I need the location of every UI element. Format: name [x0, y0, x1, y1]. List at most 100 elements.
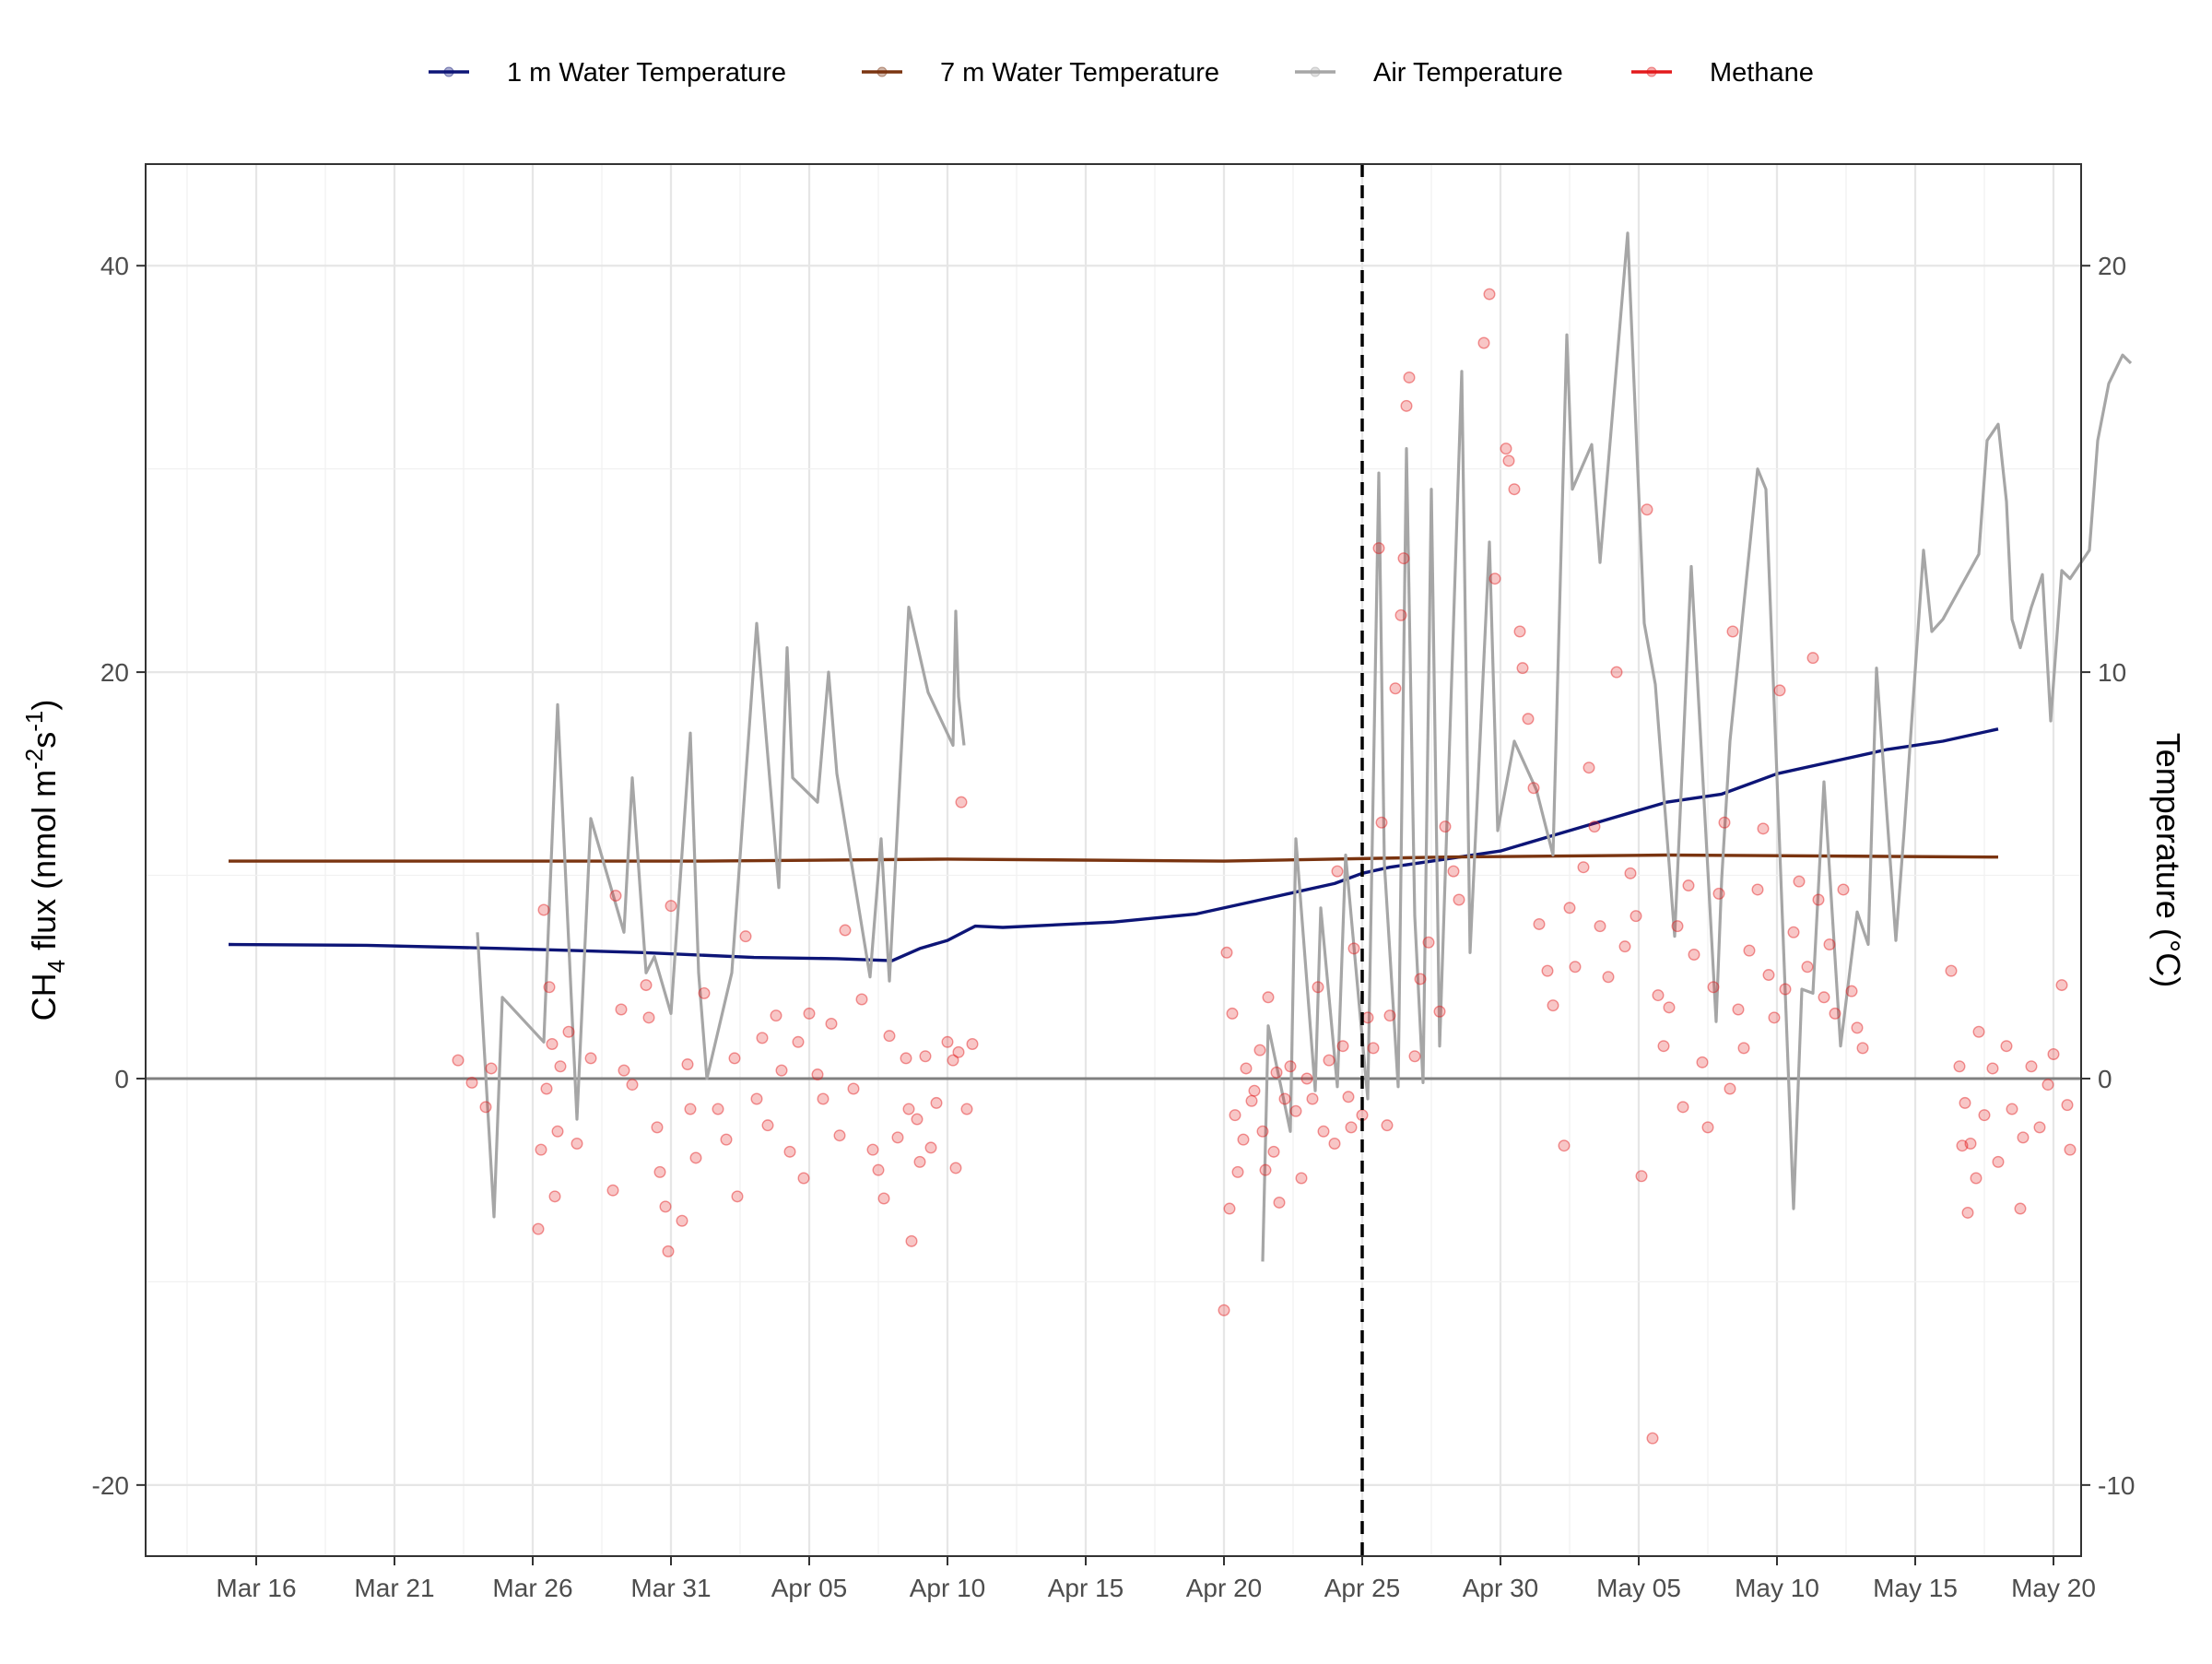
methane-point	[1547, 999, 1559, 1012]
methane-point	[698, 986, 711, 999]
methane-point	[537, 903, 550, 916]
methane-point	[485, 1062, 498, 1075]
methane-point	[1273, 1196, 1286, 1209]
methane-point	[2033, 1121, 2046, 1134]
methane-point	[1229, 1109, 1241, 1122]
methane-point	[720, 1133, 733, 1146]
methane-point	[554, 1060, 567, 1073]
methane-point	[1688, 949, 1700, 962]
methane-point	[1381, 1119, 1394, 1132]
methane-point	[1583, 761, 1595, 774]
x-tick-label: Mar 16	[216, 1574, 296, 1602]
methane-point	[1394, 608, 1407, 621]
methane-point	[1248, 1084, 1261, 1097]
methane-point	[1718, 816, 1731, 829]
methane-point	[839, 924, 852, 937]
methane-point	[797, 1172, 810, 1185]
methane-point	[924, 1141, 937, 1154]
methane-point	[1336, 1040, 1349, 1053]
methane-point	[1787, 926, 1800, 938]
legend-item: 1 m Water Temperature	[429, 58, 786, 88]
methane-point	[1533, 917, 1546, 930]
methane-point	[911, 1113, 924, 1126]
methane-point	[1513, 625, 1526, 638]
methane-point	[1306, 1092, 1319, 1105]
methane-point	[1618, 940, 1631, 953]
methane-point	[551, 1125, 564, 1138]
methane-point	[792, 1035, 805, 1048]
legend-label: Air Temperature	[1373, 58, 1563, 88]
methane-point	[618, 1064, 630, 1077]
methane-point	[662, 1245, 675, 1257]
methane-point	[2064, 1143, 2077, 1156]
methane-point	[1522, 713, 1535, 726]
methane-point	[756, 1032, 769, 1044]
methane-point	[1610, 666, 1623, 679]
legend-item: Air Temperature	[1295, 58, 1563, 88]
methane-point	[1256, 1125, 1269, 1138]
x-tick-label: Mar 26	[492, 1574, 572, 1602]
methane-point	[1801, 961, 1814, 974]
methane-point	[1837, 883, 1850, 896]
methane-point	[640, 979, 653, 992]
methane-point	[1422, 936, 1435, 949]
methane-point	[1231, 1165, 1244, 1178]
methane-point	[665, 900, 677, 913]
methane-point	[543, 981, 556, 994]
methane-point	[1737, 1042, 1750, 1055]
methane-point	[1594, 920, 1606, 933]
methane-point	[681, 1058, 694, 1071]
methane-point	[2061, 1099, 2074, 1112]
methane-point	[1959, 1096, 1971, 1109]
y2-tick-label: -10	[2098, 1471, 2135, 1500]
methane-point	[783, 1145, 796, 1158]
methane-point	[900, 1052, 912, 1065]
methane-point	[479, 1101, 492, 1114]
methane-point	[615, 1003, 628, 1016]
legend-key-point	[443, 66, 454, 77]
methane-point	[2014, 1202, 2027, 1215]
water-temp-7m-line	[229, 853, 1999, 863]
methane-point	[1663, 1001, 1676, 1014]
methane-point	[1508, 483, 1521, 496]
methane-point	[1986, 1062, 1999, 1075]
methane-point	[1403, 371, 1416, 384]
methane-point	[626, 1079, 639, 1092]
methane-point	[2006, 1103, 2018, 1115]
methane-point	[1773, 684, 1786, 697]
methane-point	[535, 1143, 547, 1156]
methane-point	[941, 1035, 954, 1048]
methane-point	[2017, 1131, 2030, 1144]
methane-point	[1483, 288, 1496, 301]
methane-point	[606, 1184, 619, 1197]
y-axis-label-part: -2	[20, 749, 48, 770]
methane-point	[1323, 1054, 1335, 1067]
y2-tick-label: 20	[2098, 252, 2126, 280]
x-tick-label: Apr 05	[771, 1574, 848, 1602]
methane-point	[1375, 816, 1388, 829]
methane-point	[1726, 625, 1739, 638]
methane-point	[2055, 979, 2068, 992]
methane-point	[548, 1190, 561, 1203]
methane-point	[562, 1025, 575, 1038]
methane-point	[1856, 1042, 1869, 1055]
methane-point	[1541, 964, 1554, 977]
y-axis-label-part: CH	[25, 973, 63, 1021]
methane-point	[1262, 991, 1275, 1004]
methane-point	[1289, 1104, 1302, 1117]
methane-point	[1779, 983, 1792, 996]
methane-point	[1961, 1206, 1974, 1219]
methane-point	[877, 1192, 890, 1205]
y-tick-label: 0	[114, 1065, 129, 1093]
methane-point	[866, 1143, 879, 1156]
methane-point	[1383, 1009, 1396, 1022]
methane-point	[1389, 682, 1402, 695]
methane-point	[1768, 1011, 1781, 1024]
methane-point	[775, 1064, 788, 1077]
y2-tick-label: 0	[2098, 1065, 2112, 1093]
methane-point	[1757, 822, 1770, 835]
methane-point	[1488, 572, 1501, 585]
methane-point	[1851, 1021, 1864, 1034]
methane-point	[1433, 1005, 1446, 1018]
methane-point	[452, 1054, 465, 1067]
